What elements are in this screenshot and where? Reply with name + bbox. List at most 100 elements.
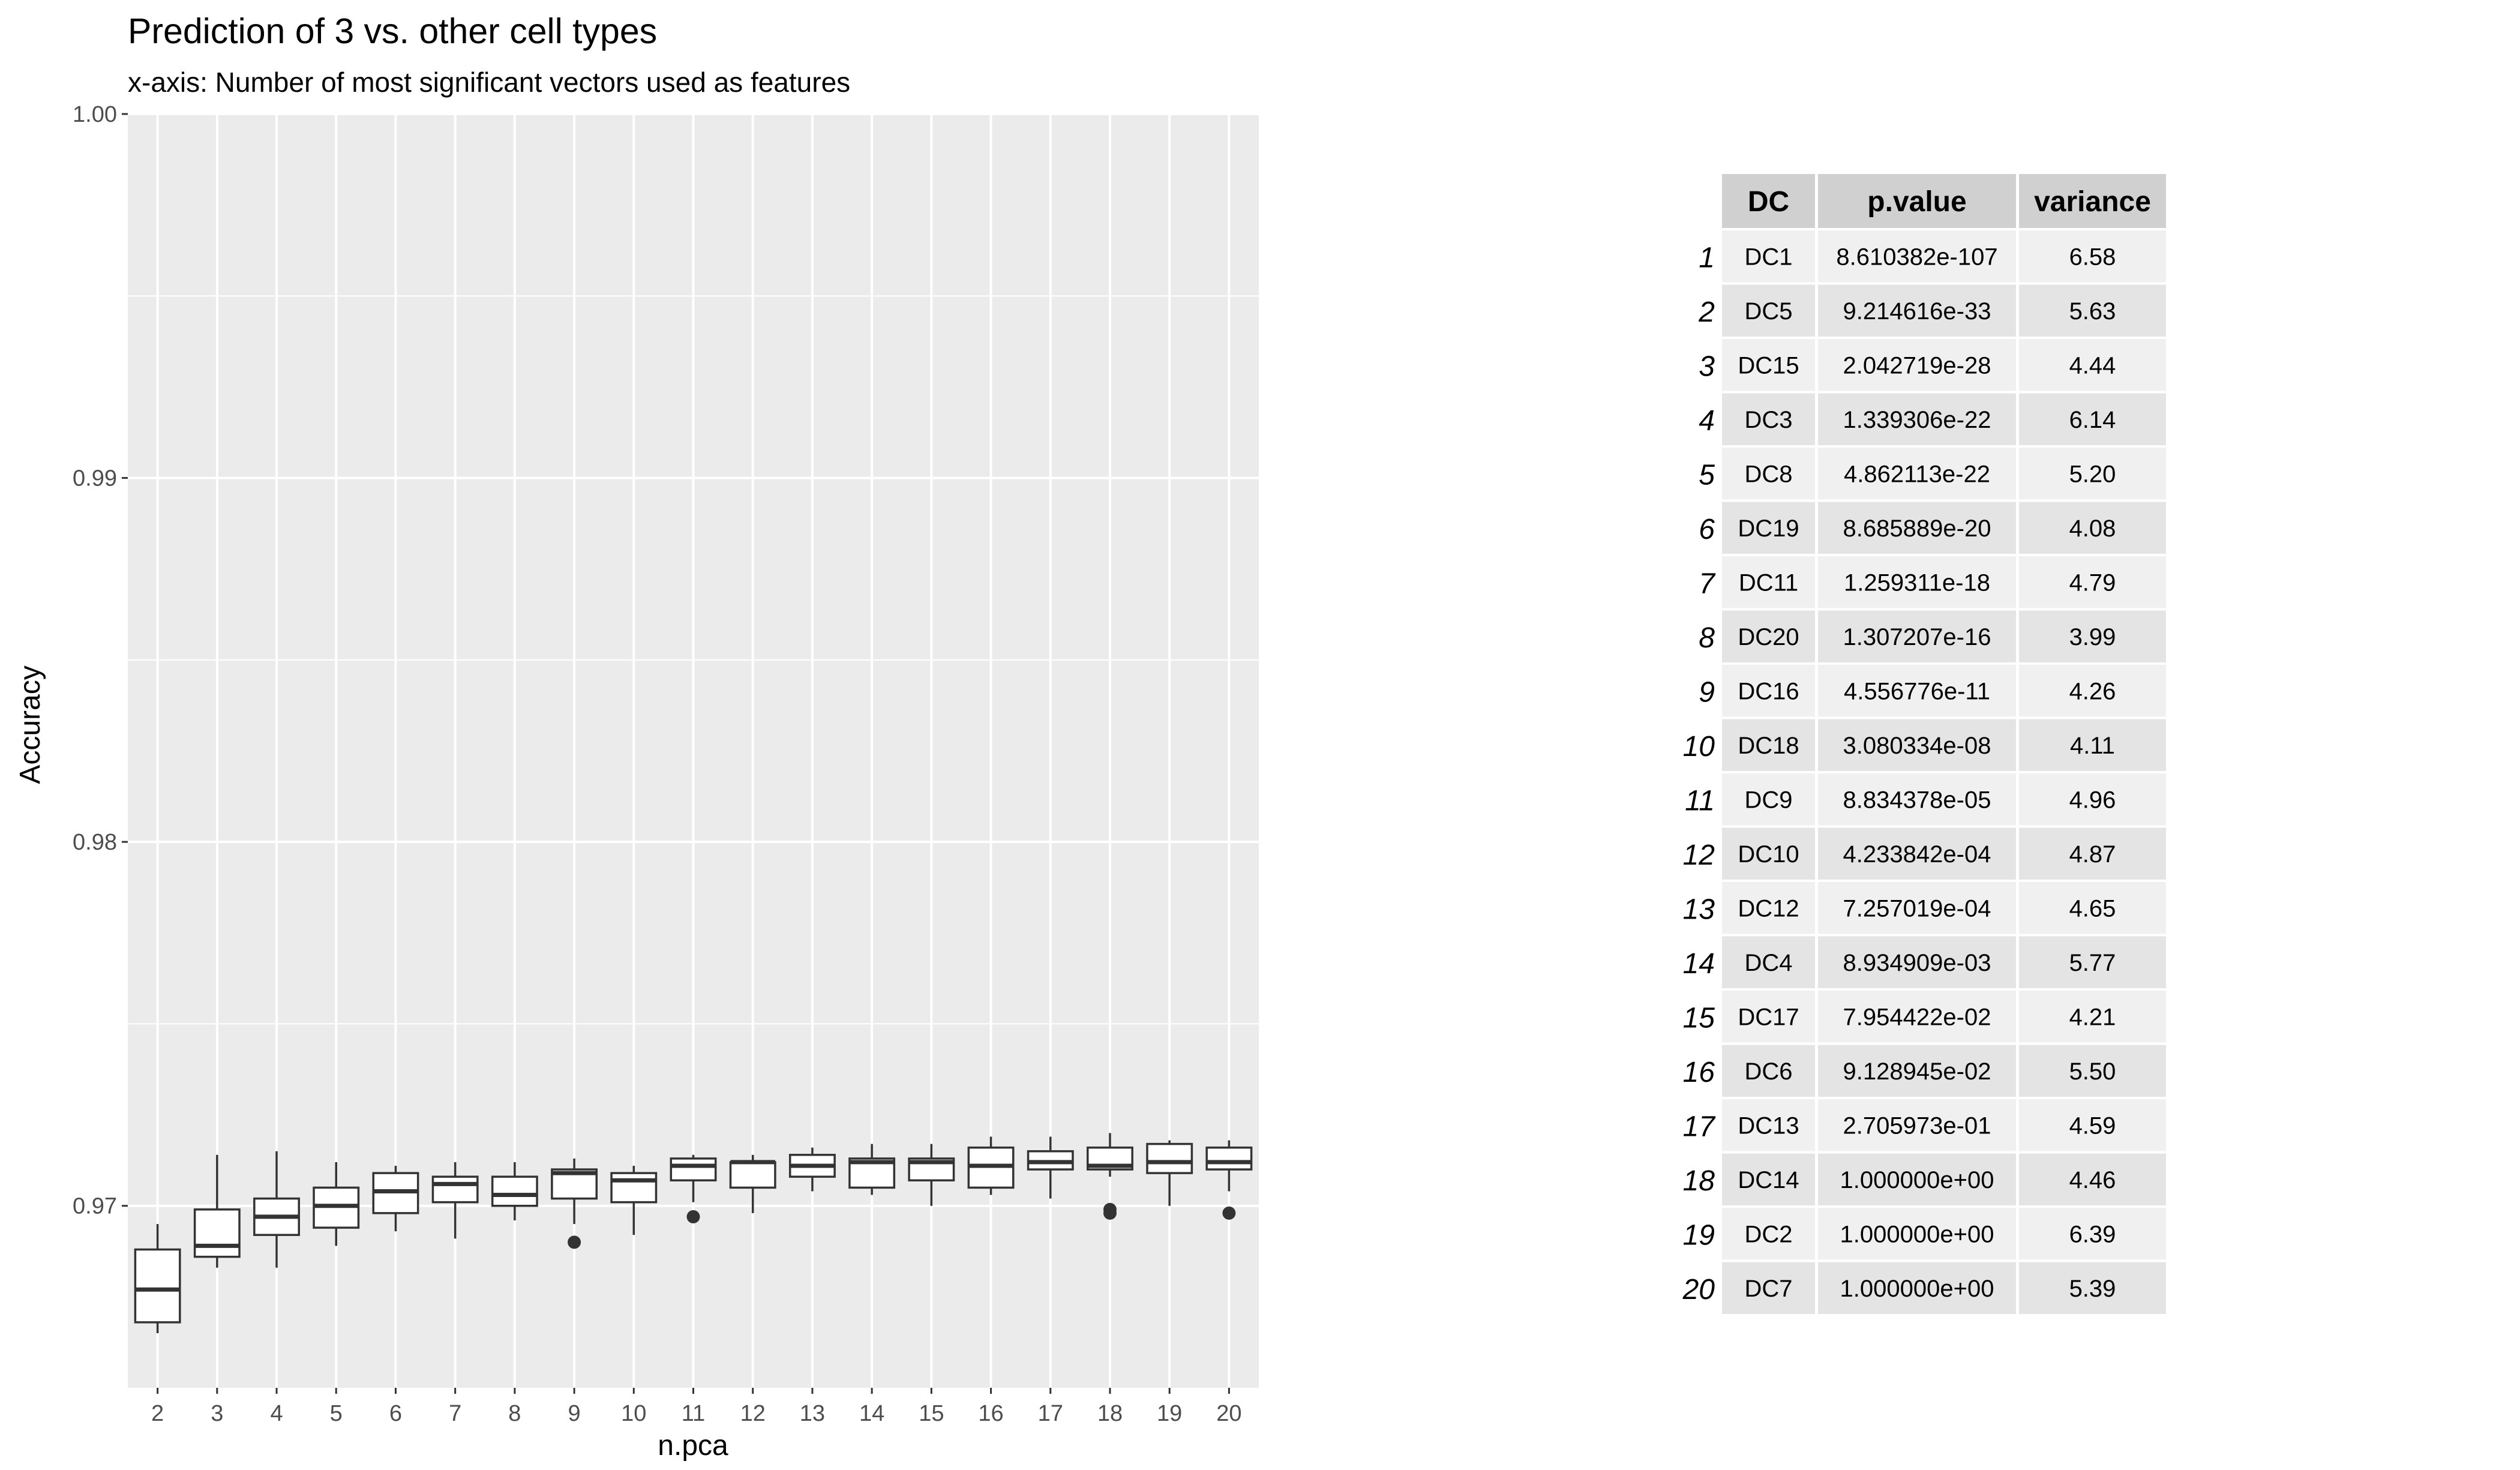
- dc-cell-bg: [1722, 719, 1815, 771]
- variance-cell: 5.20: [2069, 461, 2116, 487]
- table-row: 6 DC19 8.685889e-20 4.08: [1699, 502, 2166, 554]
- p-value-cell-bg: [1818, 284, 2016, 337]
- p-value-cell-bg: [1818, 339, 2016, 391]
- variance-cell-bg: [2019, 773, 2166, 826]
- table-row: 10 DC18 3.080334e-08 4.11: [1683, 719, 2166, 771]
- box-n-pca-3: [193, 1154, 241, 1268]
- dc-cell: DC16: [1738, 678, 1799, 704]
- y-axis-ticks: 0.97 0.98 0.99 1.00: [73, 102, 128, 1219]
- table-row: 7 DC11 1.259311e-18 4.79: [1699, 556, 2166, 608]
- box-n-pca-7: [431, 1162, 479, 1239]
- dc-cell: DC1: [1744, 244, 1792, 270]
- p-value-cell: 1.000000e+00: [1840, 1221, 1994, 1247]
- variance-cell-bg: [2019, 1099, 2166, 1151]
- dc-cell: DC20: [1738, 624, 1799, 650]
- p-value-cell: 8.934909e-03: [1843, 950, 1991, 976]
- p-value-cell: 2.705973e-01: [1843, 1112, 1991, 1139]
- row-number: 16: [1683, 1057, 1715, 1088]
- table-row: 1 DC1 8.610382e-107 6.58: [1699, 230, 2166, 283]
- variance-cell-bg: [2019, 1045, 2166, 1097]
- table-row: 12 DC10 4.233842e-04 4.87: [1683, 827, 2166, 880]
- box-iqr: [1146, 1142, 1193, 1174]
- dc-cell: DC15: [1738, 352, 1799, 379]
- dc-cell: DC12: [1738, 895, 1799, 922]
- box-n-pca-4: [253, 1151, 300, 1268]
- dc-cell-bg: [1722, 936, 1815, 988]
- x-tick-label: 16: [978, 1401, 1003, 1426]
- p-value-cell-bg: [1818, 773, 2016, 826]
- y-tick-label: 0.97: [73, 1194, 117, 1219]
- dc-cell-bg: [1722, 827, 1815, 880]
- p-value-cell: 1.000000e+00: [1840, 1276, 1994, 1302]
- dc-cell: DC11: [1739, 569, 1798, 596]
- table-row: 9 DC16 4.556776e-11 4.26: [1699, 665, 2166, 717]
- variance-cell: 4.87: [2069, 841, 2116, 868]
- table-row: 13 DC12 7.257019e-04 4.65: [1683, 882, 2166, 934]
- box-iqr: [848, 1157, 896, 1189]
- variance-cell-bg: [2019, 991, 2166, 1043]
- p-value-cell-bg: [1818, 610, 2016, 662]
- dc-cell-bg: [1722, 1262, 1815, 1314]
- variance-cell-bg: [2019, 1208, 2166, 1260]
- p-value-cell-bg: [1818, 1045, 2016, 1097]
- x-axis-ticks: 2 3 4 5 6 7 8 9 10 11 12 13 14 15 16 17 18 19 20: [151, 1388, 1242, 1426]
- p-value-cell: 4.233842e-04: [1843, 841, 1991, 868]
- row-number: 4: [1699, 405, 1715, 437]
- boxplot-chart: Prediction of 3 vs. other cell types x-a…: [14, 11, 1259, 1462]
- variance-cell-bg: [2019, 1153, 2166, 1205]
- variance-cell: 5.77: [2069, 950, 2116, 976]
- row-number: 14: [1683, 948, 1715, 980]
- dc-cell-bg: [1722, 556, 1815, 608]
- box-iqr: [610, 1172, 658, 1204]
- box-iqr: [134, 1248, 181, 1324]
- outlier-point: [1222, 1206, 1236, 1220]
- variance-cell-bg: [2019, 339, 2166, 391]
- x-tick-label: 11: [682, 1401, 705, 1426]
- box-n-pca-12: [729, 1154, 776, 1213]
- table-row: 14 DC4 8.934909e-03 5.77: [1683, 936, 2166, 988]
- box-n-pca-11: [670, 1154, 717, 1223]
- dc-cell: DC17: [1738, 1004, 1799, 1030]
- box-n-pca-13: [788, 1147, 836, 1192]
- x-tick-label: 10: [621, 1401, 646, 1426]
- p-value-cell: 7.257019e-04: [1843, 895, 1991, 922]
- p-value-cell: 9.128945e-02: [1843, 1058, 1991, 1085]
- p-value-cell-bg: [1818, 1099, 2016, 1151]
- x-tick-label: 12: [740, 1401, 766, 1426]
- variance-cell: 4.46: [2069, 1167, 2116, 1193]
- variance-cell: 6.58: [2069, 244, 2116, 270]
- variance-cell-bg: [2019, 448, 2166, 500]
- y-tick-label: 1.00: [73, 102, 117, 127]
- p-value-cell-bg: [1818, 1153, 2016, 1205]
- table-row: 18 DC14 1.000000e+00 4.46: [1683, 1153, 2166, 1205]
- p-value-cell-bg: [1818, 665, 2016, 717]
- dc-cell: DC7: [1744, 1276, 1792, 1302]
- variance-cell: 5.63: [2069, 298, 2116, 325]
- variance-cell: 4.08: [2069, 515, 2116, 542]
- variance-cell: 5.39: [2069, 1276, 2116, 1302]
- y-tick-label: 0.98: [73, 830, 117, 855]
- table-row: 4 DC3 1.339306e-22 6.14: [1699, 393, 2166, 445]
- dc-cell: DC10: [1738, 841, 1799, 868]
- variance-cell: 4.11: [2070, 733, 2115, 759]
- box-iqr: [491, 1175, 538, 1207]
- box-n-pca-16: [967, 1136, 1015, 1195]
- table-row: 19 DC2 1.000000e+00 6.39: [1683, 1208, 2166, 1260]
- p-value-cell-bg: [1818, 393, 2016, 445]
- x-axis-label: n.pca: [658, 1430, 728, 1462]
- dc-cell: DC4: [1744, 950, 1792, 976]
- table-header-cell: [1818, 174, 2016, 228]
- variance-cell-bg: [2019, 284, 2166, 337]
- boxes: [134, 1133, 1253, 1334]
- chart-subtitle: x-axis: Number of most significant vecto…: [128, 67, 850, 98]
- dc-cell-bg: [1722, 448, 1815, 500]
- table-header-label: p.value: [1867, 186, 1966, 218]
- p-value-cell-bg: [1818, 1208, 2016, 1260]
- dc-cell: DC19: [1738, 515, 1799, 542]
- variance-cell-bg: [2019, 719, 2166, 771]
- p-value-cell-bg: [1818, 827, 2016, 880]
- x-tick-label: 14: [859, 1401, 884, 1426]
- row-number: 1: [1699, 242, 1715, 274]
- p-value-cell-bg: [1818, 556, 2016, 608]
